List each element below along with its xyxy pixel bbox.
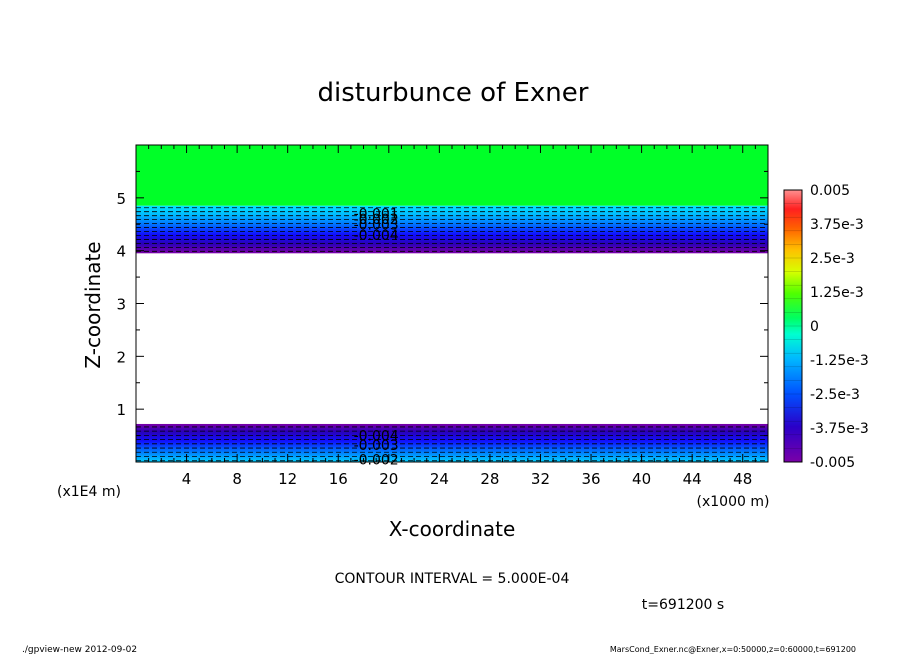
x-axis-label: X-coordinate xyxy=(389,517,516,541)
y-axis-label: Z-coordinate xyxy=(81,241,105,368)
upper-green-region xyxy=(136,145,768,206)
colorbar: 0.005 3.75e-3 2.5e-3 1.25e-3 0 -1.25e-3 -2.5e-… xyxy=(783,183,869,471)
x-tick-label: 40 xyxy=(632,470,651,488)
contour-label: -0.003 xyxy=(354,217,399,233)
colorbar-label: -3.75e-3 xyxy=(810,421,869,437)
x-tick-label: 28 xyxy=(480,470,499,488)
plot-area: -0.001-0.002-0.003-0.004-0.004-0.003-0.0… xyxy=(116,144,769,488)
x-tick-label: 48 xyxy=(733,470,752,488)
colorbar-label: 3.75e-3 xyxy=(810,217,864,233)
y-tick-label: 5 xyxy=(116,190,126,208)
colorbar-frame xyxy=(783,189,803,463)
colorbar-label: -2.5e-3 xyxy=(810,387,860,403)
contour-label: -0.004 xyxy=(354,429,399,445)
x-axis-unit: (x1000 m) xyxy=(697,494,770,510)
colorbar-label: 0 xyxy=(810,319,819,335)
chart-title: disturbunce of Exner xyxy=(318,78,589,108)
x-tick-label: 32 xyxy=(531,470,550,488)
y-tick-label: 4 xyxy=(116,243,126,261)
x-tick-label: 20 xyxy=(379,470,398,488)
colorbar-gradient xyxy=(784,190,802,462)
colorbar-label: -1.25e-3 xyxy=(810,353,869,369)
colorbar-label: 0.005 xyxy=(810,183,850,199)
contour-label: -0.003 xyxy=(354,438,399,454)
contour-label: -0.001 xyxy=(354,207,399,223)
lower-negative-band xyxy=(136,423,768,462)
contour-interval-label: CONTOUR INTERVAL = 5.000E-04 xyxy=(335,571,570,587)
x-tick-label: 36 xyxy=(581,470,600,488)
y-tick-label: 3 xyxy=(116,296,126,314)
colorbar-label: 1.25e-3 xyxy=(810,285,864,301)
contour-label: -0.004 xyxy=(354,228,399,244)
y-axis-unit: (x1E4 m) xyxy=(57,484,121,500)
x-tick-label: 16 xyxy=(329,470,348,488)
x-tick-label: 44 xyxy=(683,470,702,488)
footer-right: MarsCond_Exner.nc@Exner,x=0:50000,z=0:60… xyxy=(610,645,856,654)
x-tick-label: 12 xyxy=(278,470,297,488)
upper-negative-band xyxy=(136,205,768,254)
x-tick-label: 4 xyxy=(182,470,192,488)
x-tick-label: 24 xyxy=(430,470,449,488)
colorbar-label: -0.005 xyxy=(810,455,855,471)
colorbar-label: 2.5e-3 xyxy=(810,251,855,267)
contour-label: -0.002 xyxy=(354,212,399,228)
time-label: t=691200 s xyxy=(642,597,724,613)
footer-left: ./gpview-new 2012-09-02 xyxy=(22,645,137,654)
y-tick-label: 2 xyxy=(116,348,126,366)
y-tick-label: 1 xyxy=(116,401,126,419)
x-tick-label: 8 xyxy=(232,470,242,488)
